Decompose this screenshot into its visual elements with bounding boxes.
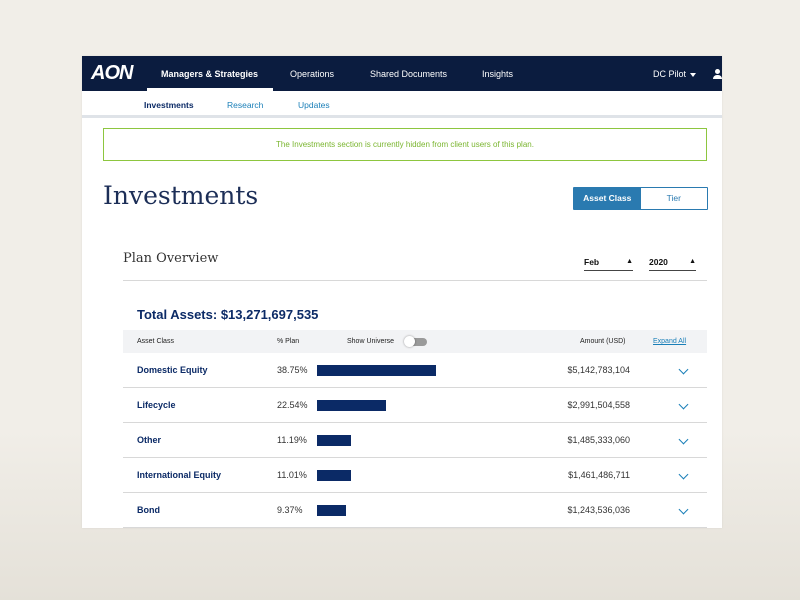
header-pct-plan: % Plan [277,338,300,345]
updown-arrows-icon: ▲︎ [626,258,633,265]
top-nav: AON Managers & Strategies Operations Sha… [82,56,722,91]
aon-logo[interactable]: AON [91,62,133,84]
updown-arrows-icon: ▲︎ [689,258,696,265]
page-title: Investments [103,181,259,210]
row-pct: 11.19% [277,435,307,445]
row-pct-bar [317,400,386,411]
divider [123,280,707,281]
row-amount: $1,461,486,711 [568,470,630,480]
subnav-investments[interactable]: Investments [144,100,194,110]
year-select-value: 2020 [649,256,668,267]
expand-all-link[interactable]: Expand All [653,338,687,345]
caret-down-icon [690,72,697,77]
row-amount: $1,485,333,060 [567,435,630,445]
table-row[interactable]: Lifecycle 22.54% $2,991,504,558 [123,388,707,423]
table-row[interactable]: Other 11.19% $1,485,333,060 [123,423,707,458]
sub-nav: Investments Research Updates [82,91,722,118]
chevron-down-icon[interactable] [678,364,689,375]
header-show-universe: Show Universe [347,338,395,345]
view-toggle: Asset Class Tier [573,187,708,210]
header-asset-class: Asset Class [137,338,174,345]
year-select[interactable]: 2020 ▲︎ [649,253,696,271]
month-select[interactable]: Feb ▲︎ [584,253,633,271]
row-amount: $5,142,783,104 [567,365,630,375]
user-menu[interactable]: DC Pilot [653,56,697,91]
chevron-down-icon[interactable] [678,469,689,480]
row-pct-bar [317,435,351,446]
nav-active-indicator [147,88,273,91]
row-pct-bar [317,470,351,481]
table-row[interactable]: International Equity 11.01% $1,461,486,7… [123,458,707,493]
subnav-research[interactable]: Research [227,100,264,110]
nav-managers-strategies[interactable]: Managers & Strategies [161,69,259,79]
show-universe-toggle[interactable] [404,336,427,347]
row-pct-bar [317,365,436,376]
chevron-down-icon[interactable] [678,504,689,515]
asset-class-list: Domestic Equity 38.75% $5,142,783,104 Li… [123,353,707,528]
row-pct: 9.37% [277,505,303,515]
user-menu-label: DC Pilot [653,69,687,79]
chevron-down-icon[interactable] [678,399,689,410]
row-asset-class[interactable]: Bond [137,505,160,515]
row-amount: $1,243,536,036 [567,505,630,515]
subnav-updates[interactable]: Updates [298,100,330,110]
plan-overview-title: Plan Overview [123,251,219,266]
table-row[interactable]: Domestic Equity 38.75% $5,142,783,104 [123,353,707,388]
table-row[interactable]: Bond 9.37% $1,243,536,036 [123,493,707,528]
total-assets-label: Total Assets: [137,307,218,322]
nav-operations[interactable]: Operations [290,69,335,79]
total-assets: Total Assets: $13,271,697,535 [137,307,318,322]
user-icon[interactable] [712,69,722,79]
row-asset-class[interactable]: International Equity [137,470,222,480]
app-window: AON Managers & Strategies Operations Sha… [82,56,722,528]
toggle-asset-class[interactable]: Asset Class [574,188,641,209]
row-asset-class[interactable]: Other [137,435,162,445]
total-assets-value: $13,271,697,535 [220,307,319,322]
row-amount: $2,991,504,558 [567,400,630,410]
row-pct-bar [317,505,346,516]
row-asset-class[interactable]: Domestic Equity [137,365,208,375]
table-header: Asset Class % Plan Show Universe Amount … [123,330,707,353]
nav-shared-documents[interactable]: Shared Documents [370,69,448,79]
row-pct: 11.01% [277,470,307,480]
row-asset-class[interactable]: Lifecycle [137,400,176,410]
header-amount: Amount (USD) [580,338,626,345]
toggle-tier[interactable]: Tier [666,193,681,203]
row-pct: 22.54% [277,400,308,410]
month-select-value: Feb [584,256,600,267]
visibility-banner: The Investments section is currently hid… [103,128,707,161]
chevron-down-icon[interactable] [678,434,689,445]
row-pct: 38.75% [277,365,308,375]
nav-insights[interactable]: Insights [482,69,514,79]
